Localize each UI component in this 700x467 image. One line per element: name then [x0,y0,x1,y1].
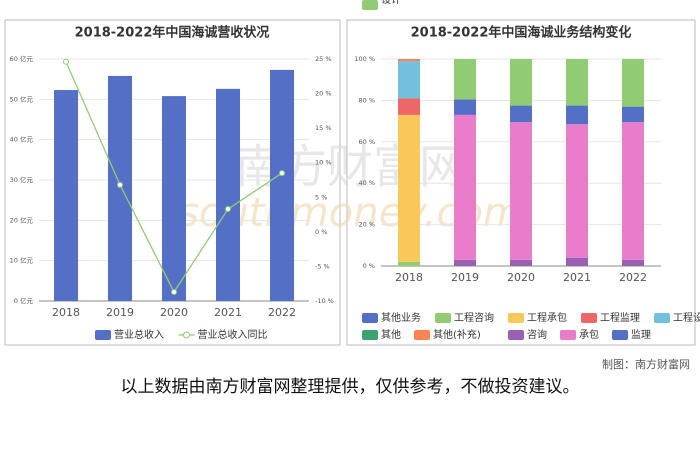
legend-label: 工程承包 [527,311,567,324]
bar-segment [622,106,644,123]
note: 以上数据由南方财富网整理提供，仅供参考，不做投资建议。 [121,377,580,397]
legend-label: 工程设计 [673,311,700,324]
chart-title: 2018-2022年中国海诚营收状况 [75,25,270,41]
line-point [279,170,285,177]
x-tick-label: 2020 [160,306,188,319]
bar-segment [454,59,476,100]
legend-label: 其他 [381,328,401,341]
legend-label: 其他业务 [381,311,421,324]
chart-title: 2018-2022年中国海诚业务结构变化 [411,25,632,41]
legend-label: 工程监理 [600,311,640,324]
legend-swatch [435,313,451,323]
y-tick-label: 0 % [363,262,375,270]
legend-swatch [95,330,111,340]
y-tick-label: 50 亿元 [10,94,34,103]
legend-label: 其他(补充) [433,328,481,341]
line-point [225,206,231,213]
legend-swatch [560,330,576,340]
legend-label: 设计 [381,0,401,6]
y2-tick-label: 0 % [315,228,327,236]
y2-tick-label: 25 % [315,55,332,63]
y-tick-label: 20 亿元 [10,215,34,224]
x-tick-label: 2022 [268,306,296,319]
legend-label: 监理 [631,328,651,341]
bar-segment [454,259,476,266]
bar-segment [398,61,420,99]
y-tick-label: 60 亿元 [10,54,34,63]
legend-label: 营业总收入同比 [198,328,268,341]
bar-segment [510,259,532,266]
y-tick-label: 100 % [354,55,375,63]
credit: 制图：南方财富网 [602,357,690,371]
line-point [117,181,123,188]
bar-segment [454,99,476,115]
bar-segment [566,59,588,106]
bar-segment [622,259,644,266]
bar [270,69,294,301]
legend-swatch [508,313,524,323]
legend-marker [183,331,190,339]
bar-segment [398,59,420,62]
bar-segment [566,105,588,125]
legend-swatch [508,330,524,340]
bar-segment [566,124,588,258]
x-tick-label: 2019 [106,306,134,319]
bar [162,96,186,302]
y2-tick-label: -5 % [315,262,330,270]
legend-label: 承包 [579,328,599,341]
y-tick-label: 20 % [358,221,375,229]
line-point [63,58,69,65]
y2-tick-label: -10 % [315,297,334,305]
y-tick-label: 10 亿元 [10,256,34,265]
y-tick-label: 0 亿元 [14,296,34,305]
bar-segment [510,105,532,123]
line-point [171,289,177,296]
bar-segment [566,257,588,266]
watermark: 南方财富网 [235,140,465,194]
legend-swatch [362,313,378,323]
legend-swatch [581,313,597,323]
bar-segment [398,114,420,262]
y2-tick-label: 5 % [315,193,327,201]
legend-swatch [654,313,670,323]
y2-tick-label: 15 % [315,124,332,132]
legend-label: 工程咨询 [454,311,494,324]
bar-segment [510,122,532,260]
legend-swatch [362,330,378,340]
bar [216,88,240,301]
legend-label: 营业总收入 [114,328,164,341]
x-tick-label: 2019 [451,271,479,284]
bar-segment [622,59,644,107]
y-tick-label: 40 % [358,179,375,187]
y-tick-label: 80 % [358,96,375,104]
x-tick-label: 2018 [52,306,80,319]
x-tick-label: 2020 [507,271,535,284]
y2-tick-label: 10 % [315,159,332,167]
bar-segment [622,122,644,260]
legend-label: 咨询 [527,328,547,341]
bar-segment [510,59,532,106]
x-tick-label: 2021 [563,271,591,284]
bar [108,75,132,301]
y2-tick-label: 20 % [315,90,332,98]
y-tick-label: 30 亿元 [10,175,34,184]
legend-swatch [612,330,628,340]
bar-segment [454,114,476,260]
x-tick-label: 2021 [214,306,242,319]
legend-swatch [362,0,378,10]
legend-swatch [414,330,430,340]
bar [54,90,78,301]
y-tick-label: 40 亿元 [10,135,34,144]
x-tick-label: 2018 [395,271,423,284]
y-tick-label: 60 % [358,138,375,146]
bar-segment [398,261,420,266]
x-tick-label: 2022 [619,271,647,284]
bar-segment [398,98,420,115]
